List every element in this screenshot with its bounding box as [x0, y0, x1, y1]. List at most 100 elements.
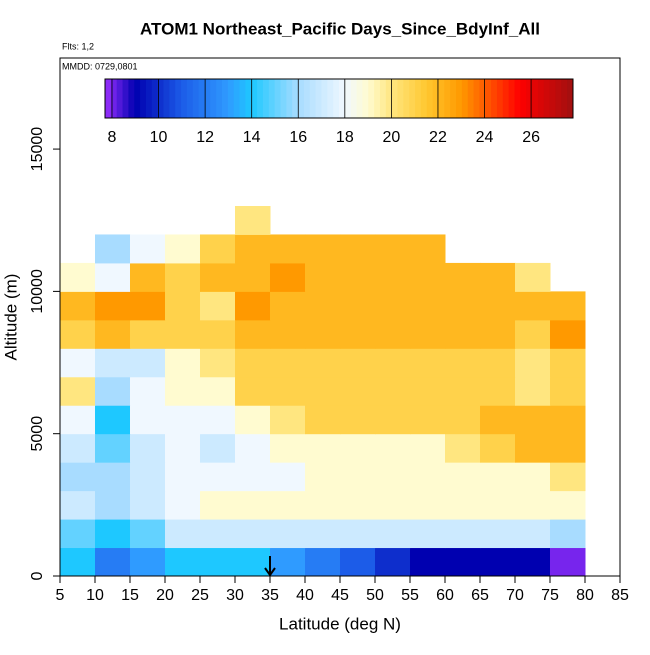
heat-cell [165, 433, 201, 463]
colorbar-swatch [485, 79, 492, 118]
heat-cell [445, 433, 481, 463]
colorbar-swatch [420, 79, 428, 118]
heat-cell [60, 462, 96, 492]
heat-cell [95, 490, 131, 520]
heat-cell [410, 547, 446, 577]
heat-cell [445, 547, 481, 577]
heat-cell [410, 376, 446, 406]
heat-cell [95, 319, 131, 349]
heat-cell [165, 547, 201, 577]
heat-cell [200, 319, 236, 349]
arrow-head [264, 567, 276, 577]
heat-cell [515, 547, 551, 577]
colorbar-tick-label: 20 [382, 129, 400, 146]
colorbar-swatch [204, 79, 211, 118]
colorbar-swatch [333, 79, 340, 118]
heat-cell [200, 234, 236, 264]
heat-cell [305, 547, 341, 577]
heat-cell [270, 319, 306, 349]
colorbar-swatch [374, 79, 381, 118]
heat-cell [270, 234, 306, 264]
heat-cell [165, 291, 201, 321]
heat-cell [305, 348, 341, 378]
colorbar-swatch [508, 79, 515, 118]
heat-cell [375, 462, 411, 492]
colorbar-swatch [491, 79, 498, 118]
colorbar-swatch [391, 79, 398, 118]
colorbar-swatch [549, 79, 556, 118]
colorbar-swatch [450, 79, 457, 118]
colorbar-swatch [140, 79, 147, 118]
colorbar-tick-label: 26 [522, 129, 540, 146]
heat-cell [445, 291, 481, 321]
heat-cell [95, 291, 131, 321]
heat-cell [340, 262, 376, 292]
heat-cell [410, 234, 446, 264]
heat-cell [375, 376, 411, 406]
heat-cell [130, 405, 166, 435]
colorbar-swatch [321, 79, 328, 118]
colorbar-swatch [496, 79, 504, 118]
x-tick-label: 75 [541, 587, 559, 604]
colorbar-swatch [403, 79, 410, 118]
heat-cell [270, 462, 306, 492]
x-tick-label: 35 [261, 587, 279, 604]
colorbar-swatch [309, 79, 317, 118]
heat-cell [130, 319, 166, 349]
x-axis-label: Latitude (deg N) [279, 614, 401, 633]
heat-cell [375, 490, 411, 520]
heat-cell [340, 319, 376, 349]
heat-cell [305, 376, 341, 406]
heat-cell [340, 376, 376, 406]
heat-cell [305, 433, 341, 463]
heat-cell [550, 348, 586, 378]
heat-cell [270, 547, 306, 577]
colorbar-swatch [467, 79, 475, 118]
colorbar-swatch [145, 79, 153, 118]
heat-cell [410, 319, 446, 349]
heat-cell [480, 462, 516, 492]
colorbar-swatch [169, 79, 176, 118]
heat-cell [515, 433, 551, 463]
colorbar-tick-label: 22 [429, 129, 447, 146]
colorbar-swatch [362, 79, 369, 118]
x-tick-label: 5 [56, 587, 65, 604]
heat-cell [515, 519, 551, 549]
x-tick-label: 50 [366, 587, 384, 604]
chart-title: ATOM1 Northeast_Pacific Days_Since_BdyIn… [140, 19, 540, 38]
heat-cell [515, 262, 551, 292]
heat-cell [305, 319, 341, 349]
colorbar-swatch [245, 79, 252, 118]
colorbar-swatch [397, 79, 404, 118]
heat-cell [480, 547, 516, 577]
colorbar-swatch [315, 79, 322, 118]
y-tick-label: 10000 [29, 269, 46, 314]
heat-cell [270, 376, 306, 406]
heat-cell [445, 490, 481, 520]
heat-cell [445, 348, 481, 378]
heat-cell [410, 291, 446, 321]
heat-cell [95, 405, 131, 435]
colorbar-tick-label: 18 [336, 129, 354, 146]
y-tick-label: 15000 [29, 127, 46, 172]
colorbar-swatch [134, 79, 141, 118]
heat-cell [305, 234, 341, 264]
heat-cell [60, 433, 96, 463]
heat-cell [480, 519, 516, 549]
heat-cell [375, 519, 411, 549]
heat-cell [340, 348, 376, 378]
heat-cell [235, 462, 271, 492]
heat-cell [60, 519, 96, 549]
heat-cell [375, 547, 411, 577]
heat-cell [515, 490, 551, 520]
heat-cell [340, 405, 376, 435]
heat-cell [200, 519, 236, 549]
heat-cell [60, 319, 96, 349]
colorbar-swatch [268, 79, 276, 118]
colorbar-swatch [520, 79, 527, 118]
heat-cell [235, 490, 271, 520]
y-tick-label: 5000 [29, 416, 46, 452]
heat-cell [235, 234, 271, 264]
colorbar-swatch [432, 79, 439, 118]
